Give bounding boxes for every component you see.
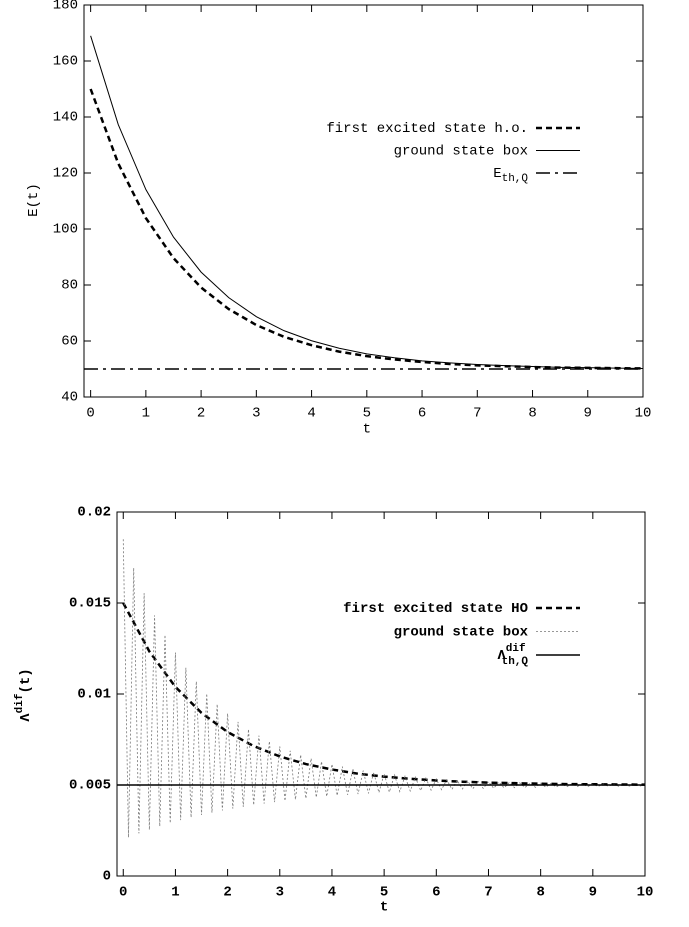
y-tick-label: 100 [53,222,78,238]
y-tick-label: 0.01 [77,687,111,703]
legend-label-main: first excited state HO [343,601,528,617]
series-line [122,602,646,786]
x-tick-label: 5 [380,885,388,901]
plot-frame [116,511,646,877]
x-tick-label: 2 [197,406,205,422]
x-tick-label: 3 [252,406,260,422]
chart: 40 60 80 100 120 140 160 180 0 1 2 3 4 5 6 7 8 9 10 t E(t) fi… [26,0,652,438]
legend-label: ground state box [394,624,529,640]
legend-label-main: Λ [497,648,506,664]
y-tick-label: 40 [61,390,78,406]
x-tick-label: 8 [536,885,544,901]
x-tick-label: 6 [418,406,426,422]
legend-label-main: first excited state h.o. [326,121,528,137]
legend-label: first excited state HO [343,601,528,617]
y-tick-label: 80 [61,278,78,294]
y-axis-label-sup: dif [14,693,26,713]
x-tick-label: 7 [473,406,481,422]
legend-label-main: ground state box [394,624,529,640]
y-axis-label-main: E(t) [26,183,42,217]
y-tick-label: 0.02 [77,505,111,521]
x-tick-label: 6 [432,885,440,901]
legend-label-main: E [493,166,501,182]
y-axis-label: E(t) [26,183,42,217]
legend-label-sub: th,Q [502,173,529,185]
series-line [89,88,644,370]
x-tick-label: 9 [584,406,592,422]
x-tick-label: 0 [119,885,127,901]
y-axis-label-tail: (t) [18,668,34,693]
x-tick-label: 1 [171,885,179,901]
x-tick-label: 1 [142,406,150,422]
x-tick-label: 0 [86,406,94,422]
series-line [90,35,644,369]
x-tick-label: 4 [328,885,336,901]
x-tick-label: 10 [635,406,652,422]
x-tick-label: 8 [528,406,536,422]
y-tick-label: 0.015 [69,596,111,612]
plot-frame [83,4,644,398]
legend-label: Eth,Q [493,166,528,185]
y-axis-label-main: Λ [18,713,34,722]
y-tick-label: 0.005 [69,778,111,794]
legend-label-sub: th,Q [502,656,529,668]
series-line [122,539,646,838]
legend-label: ground state box [394,143,528,159]
x-tick-label: 5 [363,406,371,422]
y-axis-label: Λdif(t) [14,668,34,721]
legend-label: Λdif th,Q [497,643,528,668]
y-tick-label: 140 [53,110,78,126]
x-axis-label: t [363,422,371,438]
x-tick-label: 4 [307,406,315,422]
y-tick-label: 180 [53,0,78,14]
x-tick-label: 7 [484,885,492,901]
y-tick-label: 120 [53,166,78,182]
legend-label: first excited state h.o. [326,121,528,137]
x-tick-label: 10 [637,885,654,901]
x-tick-label: 2 [223,885,231,901]
y-tick-label: 0 [103,869,111,885]
x-tick-label: 9 [589,885,597,901]
y-tick-label: 160 [53,54,78,70]
legend-label-sup: dif [506,643,526,655]
y-tick-label: 60 [61,334,78,350]
x-axis-label: t [380,900,388,916]
x-tick-label: 3 [276,885,284,901]
legend-label-main: ground state box [394,143,528,159]
